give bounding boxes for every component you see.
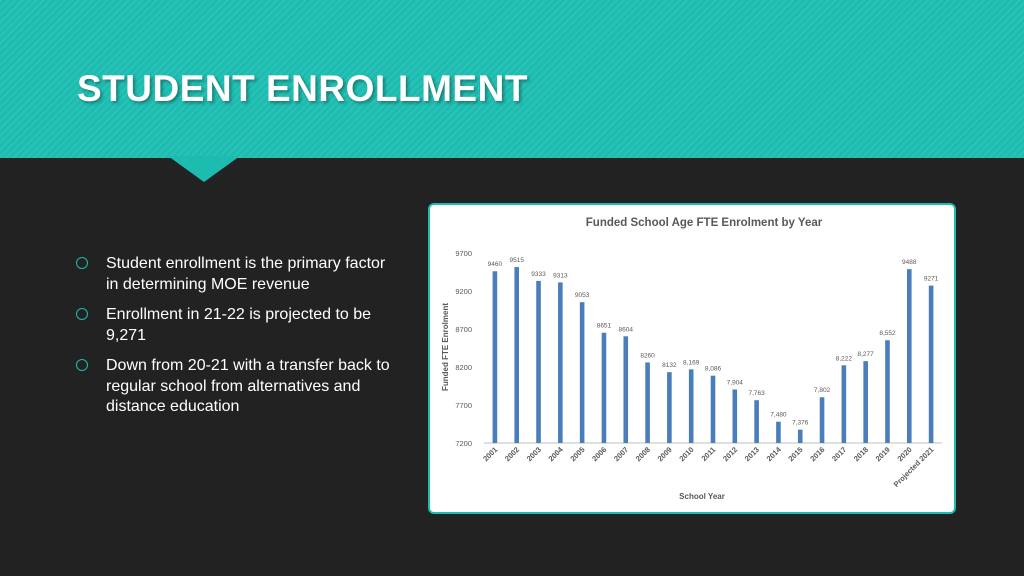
x-tick-label: 2010	[677, 445, 695, 463]
data-label: 8260	[640, 352, 655, 359]
bar	[928, 285, 934, 443]
bullet-text: Enrollment in 21-22 is projected to be 9…	[106, 306, 372, 344]
x-tick-label: 2001	[481, 445, 499, 463]
data-label: 9515	[509, 257, 524, 264]
x-tick-label: 2016	[808, 445, 826, 463]
bars-group: 7200 7700 8200 8700 9200 9700 9460 2001 9515 2002…	[455, 249, 942, 489]
y-axis-label: Funded FTE Enrolment	[441, 303, 450, 391]
x-tick-label: 2007	[612, 445, 630, 463]
x-tick-label: 2005	[568, 445, 586, 463]
slide-title: STUDENT ENROLLMENT	[77, 68, 528, 109]
y-tick-label: 9200	[455, 287, 472, 296]
y-tick-label: 8700	[455, 325, 472, 334]
bar	[906, 269, 912, 443]
data-label: 9271	[924, 276, 939, 283]
data-label: 9313	[553, 272, 568, 279]
bar	[623, 336, 629, 443]
x-tick-label: 2008	[634, 445, 652, 463]
bar	[885, 340, 890, 443]
x-tick-label: 2009	[656, 445, 674, 463]
circle-bullet-icon	[76, 308, 88, 320]
data-label: 8132	[662, 362, 677, 369]
data-label: 7,904	[727, 379, 744, 386]
bullet-item: Down from 20-21 with a transfer back to …	[76, 356, 396, 418]
data-label: 7,480	[770, 412, 787, 419]
data-label: 9488	[902, 259, 917, 266]
x-tick-label: 2019	[874, 445, 892, 463]
y-tick-label: 7700	[455, 401, 472, 410]
chart-title: Funded School Age FTE Enrolment by Year	[586, 217, 823, 229]
data-label: 8,277	[858, 351, 875, 358]
bar	[492, 271, 498, 443]
enrolment-bar-chart: Funded School Age FTE Enrolment by Year …	[441, 217, 942, 501]
x-tick-label: 2006	[590, 445, 608, 463]
bar	[601, 332, 607, 443]
bar	[667, 372, 672, 443]
x-tick-label: 2011	[700, 445, 718, 463]
bar	[645, 362, 650, 443]
data-label: 8651	[597, 323, 612, 330]
bullet-item: Enrollment in 21-22 is projected to be 9…	[76, 305, 396, 346]
bar	[797, 429, 803, 443]
x-tick-label: 2004	[547, 444, 566, 463]
bar	[819, 397, 825, 443]
bar	[732, 389, 738, 443]
x-tick-label: 2012	[721, 445, 739, 463]
bullet-text: Student enrollment is the primary factor…	[106, 255, 386, 293]
bar	[579, 302, 585, 443]
x-tick-label: 2015	[786, 445, 804, 463]
data-label: 8,552	[879, 330, 896, 337]
bar	[688, 369, 694, 443]
data-label: 7,376	[792, 420, 809, 427]
bullet-item: Student enrollment is the primary factor…	[76, 254, 396, 295]
data-label: 8,086	[705, 366, 722, 373]
x-tick-label: 2017	[830, 445, 848, 463]
x-tick-label: 2020	[896, 445, 914, 463]
circle-bullet-icon	[76, 257, 88, 269]
bar	[710, 375, 716, 443]
data-label: 8,222	[836, 355, 853, 362]
title-banner: STUDENT ENROLLMENT	[0, 0, 1024, 158]
bullet-text: Down from 20-21 with a transfer back to …	[106, 357, 390, 415]
y-tick-label: 8200	[455, 363, 472, 372]
x-tick-label: 2002	[503, 445, 521, 463]
x-tick-label: Projected 2021	[892, 445, 936, 489]
x-tick-label: 2013	[743, 445, 761, 463]
chart-card: Funded School Age FTE Enrolment by Year …	[428, 203, 956, 514]
banner-notch	[168, 156, 240, 182]
bar	[754, 400, 759, 443]
data-label: 7,802	[814, 387, 831, 394]
x-tick-label: 2014	[765, 444, 784, 463]
x-tick-label: 2003	[525, 445, 543, 463]
x-axis-label: School Year	[679, 492, 725, 501]
data-label: 9460	[488, 261, 503, 268]
y-tick-label: 9700	[455, 249, 472, 258]
bar	[841, 365, 847, 443]
data-label: 8,169	[683, 359, 700, 366]
bar	[536, 280, 541, 443]
x-tick-label: 2018	[852, 445, 870, 463]
data-label: 7,763	[748, 390, 765, 397]
bar	[776, 421, 781, 443]
bar	[863, 361, 868, 443]
bullet-list: Student enrollment is the primary factor…	[76, 254, 396, 428]
circle-bullet-icon	[76, 359, 88, 371]
y-tick-label: 7200	[455, 439, 472, 448]
bar	[514, 267, 520, 443]
bar	[558, 282, 563, 443]
data-label: 9333	[531, 271, 546, 278]
data-label: 9053	[575, 292, 590, 299]
data-label: 8604	[619, 326, 634, 333]
